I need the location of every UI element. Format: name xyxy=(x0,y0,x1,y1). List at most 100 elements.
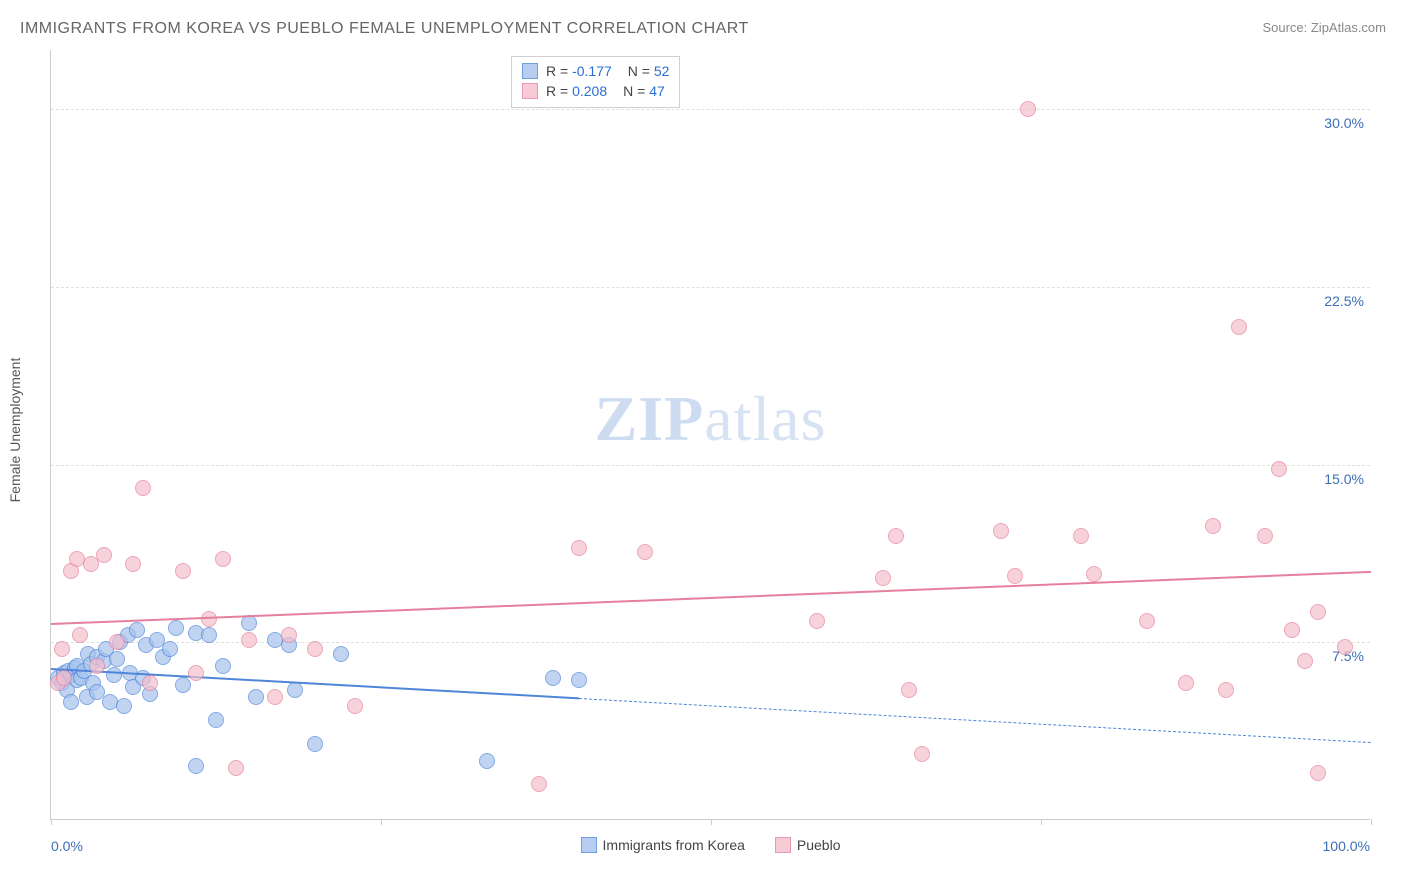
data-point xyxy=(1231,319,1247,335)
data-point xyxy=(1007,568,1023,584)
source-link[interactable]: ZipAtlas.com xyxy=(1311,20,1386,35)
legend-item: Pueblo xyxy=(775,837,841,853)
data-point xyxy=(281,627,297,643)
data-point xyxy=(241,615,257,631)
data-point xyxy=(188,665,204,681)
data-point xyxy=(228,760,244,776)
data-point xyxy=(1284,622,1300,638)
data-point xyxy=(1139,613,1155,629)
series-legend: Immigrants from Korea Pueblo xyxy=(51,837,1370,853)
data-point xyxy=(63,694,79,710)
data-point xyxy=(333,646,349,662)
data-point xyxy=(307,641,323,657)
data-point xyxy=(1020,101,1036,117)
data-point xyxy=(175,677,191,693)
data-point xyxy=(215,658,231,674)
data-point xyxy=(1297,653,1313,669)
x-tick xyxy=(711,819,712,825)
data-point xyxy=(125,556,141,572)
data-point xyxy=(1310,765,1326,781)
y-axis-label: Female Unemployment xyxy=(7,358,23,503)
data-point xyxy=(215,551,231,567)
data-point xyxy=(545,670,561,686)
data-point xyxy=(1310,604,1326,620)
watermark-light: atlas xyxy=(704,383,826,454)
data-point xyxy=(72,627,88,643)
data-point xyxy=(175,563,191,579)
x-tick-label: 100.0% xyxy=(1323,838,1370,854)
x-tick xyxy=(1041,819,1042,825)
watermark-bold: ZIP xyxy=(595,383,705,454)
data-point xyxy=(1073,528,1089,544)
data-point xyxy=(287,682,303,698)
data-point xyxy=(875,570,891,586)
data-point xyxy=(888,528,904,544)
data-point xyxy=(208,712,224,728)
data-point xyxy=(109,634,125,650)
legend-n: N = 52 xyxy=(628,63,670,79)
data-point xyxy=(54,641,70,657)
chart-title: IMMIGRANTS FROM KOREA VS PUEBLO FEMALE U… xyxy=(20,20,749,38)
legend-swatch xyxy=(522,83,538,99)
data-point xyxy=(56,670,72,686)
data-point xyxy=(135,480,151,496)
legend-row: R = 0.208 N = 47 xyxy=(522,81,669,101)
data-point xyxy=(106,667,122,683)
y-tick-label: 22.5% xyxy=(1324,293,1364,309)
correlation-legend: R = -0.177N = 52 R = 0.208 N = 47 xyxy=(511,56,680,108)
x-tick xyxy=(1371,819,1372,825)
data-point xyxy=(267,689,283,705)
data-point xyxy=(901,682,917,698)
data-point xyxy=(1271,461,1287,477)
data-point xyxy=(241,632,257,648)
data-point xyxy=(571,540,587,556)
source-prefix: Source: xyxy=(1262,20,1310,35)
legend-item: Immigrants from Korea xyxy=(581,837,745,853)
data-point xyxy=(571,672,587,688)
legend-n: N = 47 xyxy=(623,83,665,99)
y-tick-label: 15.0% xyxy=(1324,471,1364,487)
data-point xyxy=(637,544,653,560)
x-tick xyxy=(51,819,52,825)
legend-label: Pueblo xyxy=(797,837,841,853)
grid-line xyxy=(51,109,1370,110)
data-point xyxy=(809,613,825,629)
trend-line xyxy=(579,698,1371,743)
watermark: ZIPatlas xyxy=(595,382,827,456)
legend-label: Immigrants from Korea xyxy=(603,837,745,853)
data-point xyxy=(1086,566,1102,582)
data-point xyxy=(1205,518,1221,534)
legend-swatch xyxy=(522,63,538,79)
data-point xyxy=(347,698,363,714)
legend-row: R = -0.177N = 52 xyxy=(522,61,669,81)
data-point xyxy=(1257,528,1273,544)
data-point xyxy=(201,627,217,643)
x-tick xyxy=(381,819,382,825)
data-point xyxy=(1337,639,1353,655)
data-point xyxy=(96,547,112,563)
scatter-plot-area: ZIPatlas R = -0.177N = 52 R = 0.208 N = 47… xyxy=(50,50,1370,820)
data-point xyxy=(89,658,105,674)
legend-r: R = 0.208 xyxy=(546,83,607,99)
source-attribution: Source: ZipAtlas.com xyxy=(1262,20,1386,35)
data-point xyxy=(307,736,323,752)
grid-line xyxy=(51,465,1370,466)
x-tick-label: 0.0% xyxy=(51,838,83,854)
data-point xyxy=(142,675,158,691)
legend-swatch xyxy=(581,837,597,853)
data-point xyxy=(188,758,204,774)
data-point xyxy=(248,689,264,705)
data-point xyxy=(914,746,930,762)
data-point xyxy=(116,698,132,714)
data-point xyxy=(168,620,184,636)
data-point xyxy=(1178,675,1194,691)
data-point xyxy=(479,753,495,769)
data-point xyxy=(993,523,1009,539)
data-point xyxy=(162,641,178,657)
data-point xyxy=(129,622,145,638)
grid-line xyxy=(51,287,1370,288)
data-point xyxy=(1218,682,1234,698)
y-tick-label: 30.0% xyxy=(1324,115,1364,131)
data-point xyxy=(531,776,547,792)
legend-swatch xyxy=(775,837,791,853)
